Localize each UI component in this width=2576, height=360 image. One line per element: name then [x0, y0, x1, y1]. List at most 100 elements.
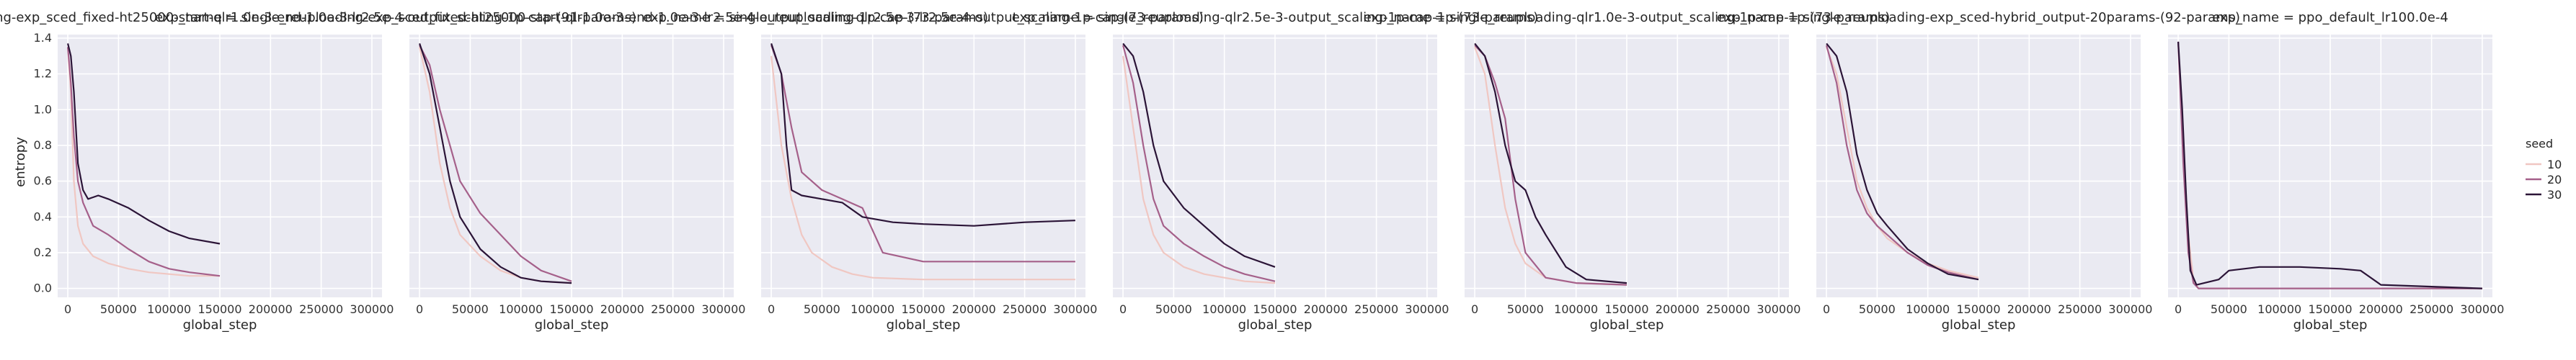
x-tick-label: 50000: [1155, 302, 1192, 316]
panel-5: 0 50000 100000 150000 200000 250000 300000 glob…: [1364, 10, 1891, 333]
x-axis-label: global_step: [535, 318, 609, 333]
y-tick-label: 1.4: [34, 31, 52, 45]
x-tick-label: 0: [64, 302, 71, 316]
panel-title: exp_name = single_reuploading-qlr2.5e-3-…: [643, 10, 1204, 25]
y-tick-label: 0.6: [34, 174, 52, 188]
panel-7: 0 50000 100000 150000 200000 250000 300000 glob…: [2168, 10, 2504, 333]
panel-3: 0 50000 100000 150000 200000 250000 300000 glob…: [643, 10, 1204, 333]
x-tick-label: 200000: [1656, 302, 1700, 316]
series-line-seed-30: [2177, 41, 2482, 289]
x-tick-label: 250000: [651, 302, 695, 316]
x-tick-label: 250000: [2410, 302, 2453, 316]
panel-title: exp_name = ppo_default_lr100.0e-4: [2212, 10, 2448, 25]
x-tick-label: 100000: [850, 302, 894, 316]
x-tick-label: 200000: [2359, 302, 2403, 316]
x-tick-label: 300000: [2108, 302, 2152, 316]
x-tick-label: 150000: [901, 302, 945, 316]
x-axis-label: global_step: [1238, 318, 1313, 333]
series-group: [770, 43, 1075, 281]
series-line-seed-30: [770, 43, 1075, 227]
panel-title: exp_name = single_reuploading-exp_sced_f…: [0, 10, 636, 25]
x-tick-label: 300000: [2460, 302, 2504, 316]
x-tick-label: 0: [1471, 302, 1478, 316]
x-tick-label: 50000: [1859, 302, 1896, 316]
panel-title: exp_name = single_reuploading-qlr2.5e-3-…: [1012, 10, 1539, 25]
series-group: [1474, 42, 1627, 286]
panel-2: 0 50000 100000 150000 200000 250000 300000 glob…: [155, 10, 988, 333]
x-tick-label: 0: [2175, 302, 2182, 316]
x-tick-label: 0: [1823, 302, 1830, 316]
x-tick-label: 150000: [1604, 302, 1648, 316]
x-tick-label: 150000: [1253, 302, 1297, 316]
x-tick-label: 100000: [1554, 302, 1598, 316]
x-axis-label: global_step: [1942, 318, 2016, 333]
legend: seed 10 20 30: [2526, 137, 2562, 202]
x-tick-label: 150000: [549, 302, 593, 316]
x-tick-label: 200000: [2007, 302, 2051, 316]
x-tick-label: 250000: [2058, 302, 2102, 316]
panels-layer: 0 50000 100000 150000 200000 250000 300000 0.0 0…: [0, 10, 2504, 333]
x-tick-label: 50000: [452, 302, 489, 316]
x-tick-label: 150000: [197, 302, 241, 316]
series-line-seed-20: [419, 45, 572, 282]
series-group: [419, 43, 572, 284]
x-tick-label: 50000: [100, 302, 137, 316]
series-group: [67, 43, 221, 277]
legend-title: seed: [2526, 137, 2553, 150]
series-line-seed-20: [770, 45, 1075, 263]
series-line-seed-30: [67, 43, 221, 245]
x-tick-label: 0: [416, 302, 423, 316]
x-tick-label: 300000: [1405, 302, 1449, 316]
panel-title: exp_name = single_reuploading-exp_sced_f…: [155, 10, 988, 25]
panel-4: 0 50000 100000 150000 200000 250000 300000 glob…: [1012, 10, 1539, 333]
x-tick-label: 300000: [1756, 302, 1800, 316]
y-tick-label: 0.0: [34, 282, 52, 295]
legend-label-10: 10: [2547, 158, 2562, 171]
x-tick-label: 200000: [952, 302, 996, 316]
x-tick-label: 100000: [1202, 302, 1246, 316]
series-line-seed-30: [1826, 42, 1979, 281]
series-line-seed-20: [1474, 45, 1627, 286]
series-line-seed-20: [1122, 45, 1276, 282]
series-line-seed-10: [1122, 55, 1276, 284]
x-tick-label: 150000: [1956, 302, 2000, 316]
x-tick-label: 200000: [600, 302, 644, 316]
y-tick-label: 0.8: [34, 138, 52, 152]
x-axis-label: global_step: [2293, 318, 2368, 333]
series-line-seed-20: [67, 47, 221, 277]
x-tick-label: 0: [1119, 302, 1127, 316]
x-tick-label: 250000: [299, 302, 343, 316]
x-tick-label: 100000: [1906, 302, 1950, 316]
x-tick-label: 300000: [701, 302, 745, 316]
x-tick-label: 250000: [1003, 302, 1047, 316]
x-tick-label: 200000: [1304, 302, 1348, 316]
series-line-seed-10: [67, 47, 220, 277]
y-tick-label: 1.0: [34, 102, 52, 116]
series-line-seed-30: [1122, 42, 1276, 268]
x-axis-label: global_step: [183, 318, 257, 333]
x-tick-label: 250000: [1354, 302, 1398, 316]
x-axis-label: global_step: [887, 318, 961, 333]
y-tick-label: 0.4: [34, 210, 52, 223]
panel-title: exp_name = single_reuploading-qlr1.0e-3-…: [1364, 10, 1891, 25]
x-tick-label: 0: [768, 302, 775, 316]
x-tick-label: 50000: [2211, 302, 2247, 316]
x-tick-label: 50000: [1507, 302, 1544, 316]
panel-1: 0 50000 100000 150000 200000 250000 300000 0.0 0…: [0, 10, 636, 333]
y-axis-label: entropy: [13, 137, 28, 187]
x-tick-label: 150000: [2308, 302, 2352, 316]
x-tick-label: 100000: [499, 302, 543, 316]
series-group: [2177, 41, 2482, 289]
x-tick-label: 300000: [350, 302, 394, 316]
x-tick-label: 100000: [2257, 302, 2301, 316]
series-line-seed-30: [419, 43, 572, 284]
x-tick-label: 100000: [147, 302, 191, 316]
x-tick-label: 250000: [1706, 302, 1750, 316]
y-tick-label: 1.2: [34, 67, 52, 81]
x-tick-label: 200000: [249, 302, 293, 316]
panel-6: 0 50000 100000 150000 200000 250000 300000 glob…: [1717, 10, 2240, 333]
y-tick-label: 0.2: [34, 246, 52, 259]
series-line-seed-10: [770, 55, 1075, 281]
series-group: [1826, 42, 1979, 281]
